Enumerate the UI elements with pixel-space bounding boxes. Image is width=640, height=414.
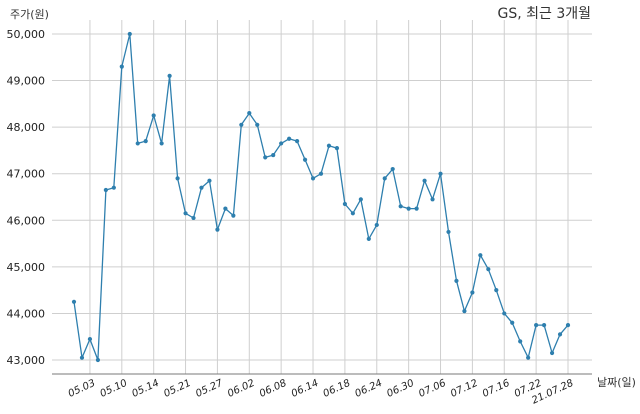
y-tick-label: 50,000 [7,28,46,41]
x-tick-label: 06.02 [226,378,257,400]
y-axis-label: 주가(원) [10,8,49,21]
data-point [223,206,228,211]
x-tick-label: 06.30 [385,378,416,400]
x-axis-label: 날짜(일) [597,375,636,389]
x-tick-label: 05.21 [162,378,193,400]
data-point [294,139,300,144]
series-points-group [71,31,571,363]
x-tick-label: 07.06 [417,378,448,400]
series-line-group [73,33,569,361]
data-point [159,141,164,146]
data-point [342,201,348,207]
data-point [414,206,419,211]
data-point [350,211,355,216]
data-point [175,176,180,181]
data-point [446,229,451,235]
data-point [199,185,204,190]
data-point [494,288,499,293]
y-tick-label: 48,000 [7,121,46,134]
data-point [358,197,363,202]
x-tick-label: 07.16 [481,378,512,400]
data-point [549,350,555,356]
data-point [167,73,172,78]
data-point [526,355,531,360]
x-tick-label: 05.03 [67,378,98,400]
data-point [502,311,507,316]
data-point [239,122,244,127]
data-point [326,143,332,148]
x-tick-label: 05.10 [98,378,129,400]
x-tick-labels: 05.03 05.10 05.14 05.21 05.27 06.02 06.08 06.14… [67,377,576,406]
data-point [406,206,411,211]
x-tick-label: 06.24 [353,378,384,400]
data-point [215,227,220,232]
data-point [318,171,324,176]
data-point [398,204,403,209]
x-tick-label: 07.12 [449,378,480,400]
data-point [390,166,395,172]
data-point [151,113,156,118]
y-tick-label: 47,000 [7,168,46,181]
data-point [119,64,124,69]
data-point [382,176,387,181]
x-tick-label: 06.14 [290,378,321,400]
data-point [462,309,467,314]
data-point [486,267,491,272]
data-point [565,322,571,328]
data-point [135,141,140,146]
data-point [95,357,101,363]
data-point [302,157,308,162]
y-tick-label: 46,000 [7,214,46,227]
data-point [103,187,108,193]
data-point [255,122,260,127]
data-point [470,290,475,295]
data-point [143,139,148,144]
data-point [334,145,340,151]
data-point [127,31,132,37]
y-tick-label: 43,000 [7,354,46,367]
data-point [430,197,435,202]
data-point [271,152,276,158]
data-point [71,299,77,304]
data-point [454,278,459,283]
y-tick-label: 44,000 [7,307,46,320]
data-point [478,253,483,258]
data-point [183,211,188,216]
data-point [518,339,523,344]
data-point [79,355,85,360]
x-tick-label: 05.27 [194,377,225,399]
data-point [263,155,268,160]
data-point [287,136,292,141]
data-point [207,178,212,183]
data-point [191,215,196,221]
data-point [111,185,116,190]
y-tick-labels: 43,000 44,000 45,000 46,000 47,000 48,000 49,0… [7,28,46,367]
data-point [366,236,371,242]
data-point [279,141,284,146]
data-point [534,322,539,328]
y-tick-label: 49,000 [7,75,46,88]
data-point [541,322,547,328]
x-tick-label: 06.08 [258,378,289,400]
series-line [73,33,569,361]
y-tick-label: 45,000 [7,261,46,274]
data-point [310,176,316,181]
x-tick-label: 06.18 [322,378,353,400]
data-point [438,171,443,176]
data-point [374,222,379,228]
chart-title: GS, 최근 3개월 [497,6,591,22]
data-point [87,336,93,342]
data-point [247,111,252,116]
data-point [557,332,563,337]
x-tick-label: 05.14 [130,378,161,400]
data-point [231,213,236,218]
data-point [422,178,427,183]
data-point [510,320,515,325]
